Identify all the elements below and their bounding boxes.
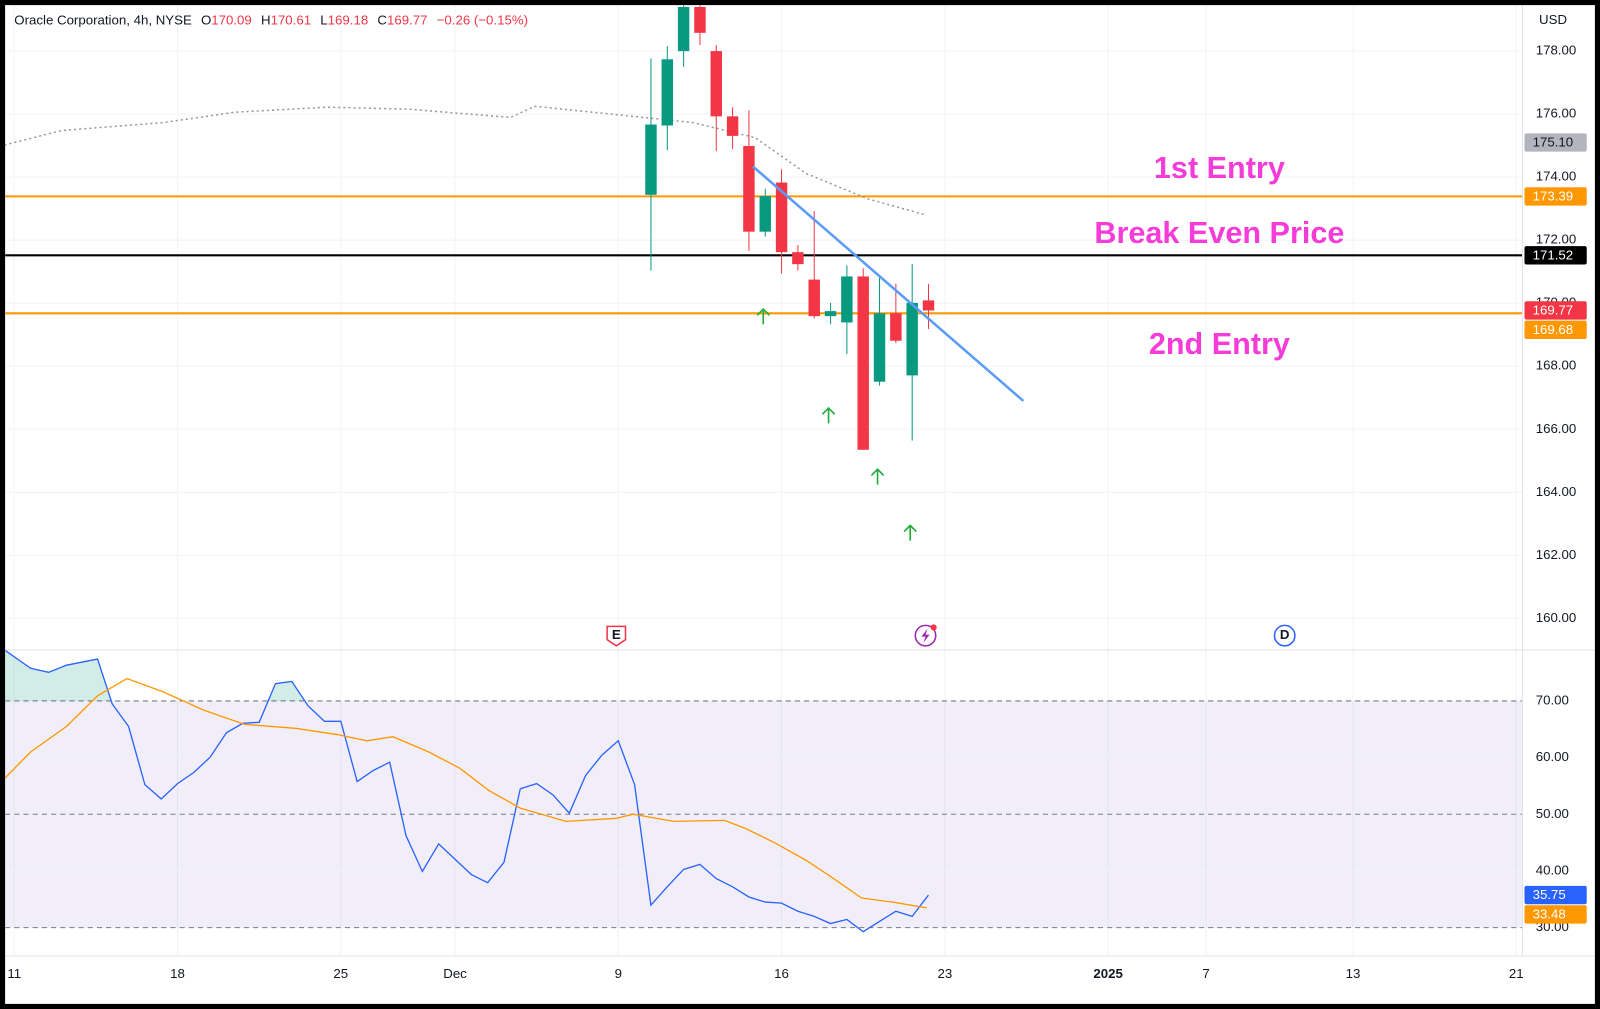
arrow [821, 406, 836, 424]
rsi-line [5, 677, 927, 909]
ohlc-key: L [320, 12, 327, 27]
y-tick-label: 168.00 [1536, 358, 1577, 373]
trendline [752, 165, 1025, 402]
rsi-pane [5, 649, 1523, 956]
x-tick-label: 13 [1346, 966, 1361, 981]
y-tick-label: 166.00 [1536, 421, 1577, 436]
price-pane [5, 5, 1523, 650]
x-tick-label: 9 [615, 966, 622, 981]
x-tick-label: 2025 [1093, 966, 1122, 981]
price-tag [1524, 133, 1587, 152]
price-tag [1524, 905, 1587, 924]
event-news[interactable] [914, 624, 937, 647]
price-tag [1524, 320, 1587, 340]
price-tag [1524, 885, 1587, 905]
y-tick-label: 172.00 [1536, 232, 1577, 247]
event-earnings[interactable]: E [606, 625, 627, 647]
change: −0.26 (−0.15%) [437, 12, 528, 27]
candle-body [792, 252, 804, 265]
candle-body [873, 313, 886, 382]
ohlc-value: 169.18 [328, 12, 369, 27]
price-tag [1524, 187, 1587, 206]
y-tick-label: 162.00 [1536, 547, 1577, 562]
candle-body [906, 302, 918, 376]
candle-body [857, 276, 869, 450]
price-tag-label: 35.75 [1533, 887, 1566, 902]
candle-body [824, 311, 837, 317]
layer: 11 18 25 Dec 9 16 23 2025 7 13 21 160.00 162.00 164.0… [5, 5, 1595, 981]
currency: USD [1539, 12, 1567, 27]
level-annotation: 1st Entry [1154, 151, 1285, 185]
y-tick-label: 164.00 [1536, 484, 1577, 499]
price-tag-label: 33.48 [1533, 906, 1566, 921]
event-dividend[interactable]: D [1273, 624, 1296, 647]
price-tag-label: 169.77 [1533, 302, 1574, 317]
price-tag-label: 175.10 [1533, 135, 1574, 150]
arrow [870, 468, 885, 485]
candle-body [726, 116, 739, 136]
arrow [903, 524, 917, 541]
candle-body [677, 6, 690, 52]
price-tag-label: 169.68 [1533, 322, 1574, 337]
signal-arrows [756, 307, 917, 541]
x-tick-label: 11 [7, 966, 21, 981]
symbol: Oracle Corporation, 4h, NYSE [14, 12, 192, 27]
y-tick-label: 176.00 [1536, 106, 1577, 121]
rsi-line [5, 649, 929, 933]
price-tag-label: 173.39 [1533, 188, 1574, 203]
price-tag [1524, 301, 1587, 320]
event-badge [1273, 624, 1296, 647]
ohlc-key: O [201, 12, 211, 27]
candle-body [808, 279, 820, 317]
y-tick-label: 50.00 [1536, 806, 1569, 821]
x-tick-label: 16 [774, 966, 789, 981]
x-tick-label: Dec [443, 966, 467, 981]
event-label: D [1280, 627, 1290, 642]
legend-header: Oracle Corporation, 4h, NYSE O170.09 H170.… [14, 12, 528, 27]
candle-body [775, 182, 788, 253]
candle-body [694, 6, 706, 33]
event-dot [930, 624, 937, 631]
candle-body [710, 51, 722, 117]
y-tick-label: 40.00 [1536, 862, 1569, 877]
event-label: E [612, 627, 621, 642]
price-tag-label: 171.52 [1533, 247, 1574, 262]
ohlc-value: 170.61 [271, 12, 312, 27]
y-tick-label: 70.00 [1536, 692, 1569, 707]
candle-body [661, 59, 674, 126]
x-tick-label: 21 [1509, 966, 1524, 981]
arrow [756, 307, 770, 325]
candle-body [841, 276, 853, 323]
candle-body [890, 313, 902, 341]
candle-body [922, 300, 935, 311]
level-annotation: Break Even Price [1094, 216, 1344, 250]
price-tag [1524, 246, 1587, 265]
candle-body [759, 196, 771, 232]
ohlc-value: 169.77 [387, 12, 428, 27]
candle-body [645, 124, 657, 195]
event-badge [606, 625, 627, 647]
x-tick-label: 23 [937, 966, 952, 981]
ohlc-key: H [261, 12, 271, 27]
lightning-icon [921, 628, 930, 643]
x-tick-label: 18 [170, 966, 185, 981]
x-tick-label: 25 [333, 966, 348, 981]
ohlc-value: 170.09 [211, 12, 252, 27]
level-annotation: 2nd Entry [1149, 327, 1290, 361]
candle-body [743, 145, 755, 232]
y-tick-label: 174.00 [1536, 169, 1577, 184]
ohlc-key: C [377, 12, 387, 27]
y-tick-label: 160.00 [1536, 610, 1577, 625]
y-tick-label: 178.00 [1536, 43, 1577, 58]
moving-average [5, 105, 924, 216]
x-tick-label: 7 [1202, 966, 1209, 981]
y-tick-label: 60.00 [1536, 749, 1569, 764]
